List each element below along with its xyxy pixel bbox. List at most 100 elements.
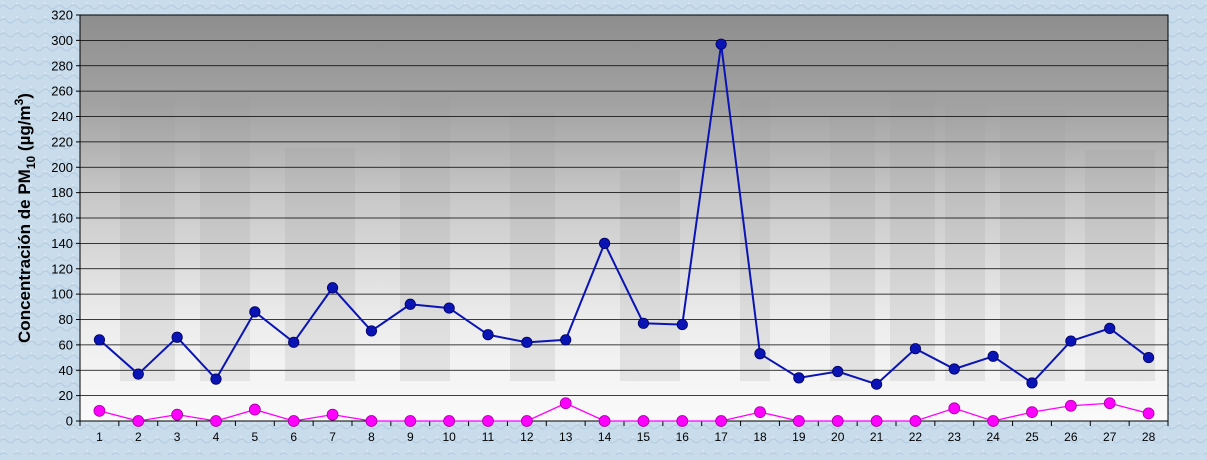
data-point [288, 336, 300, 348]
y-tick-label: 240 [51, 109, 73, 124]
data-point [404, 298, 416, 310]
series-line [99, 402, 1149, 422]
background-building [1085, 150, 1155, 381]
y-axis-label-subscript: 10 [24, 155, 38, 169]
data-point [249, 306, 261, 318]
x-tick-label: 19 [792, 430, 806, 444]
x-tick-label: 1 [96, 430, 103, 444]
data-point [987, 350, 999, 362]
data-point [987, 415, 1000, 427]
y-tick-label: 40 [59, 363, 73, 378]
data-point [1142, 351, 1155, 364]
data-point [870, 378, 883, 390]
x-tick-label: 20 [831, 430, 845, 444]
data-point [754, 406, 766, 419]
data-point [443, 415, 456, 427]
data-point [521, 336, 533, 348]
x-tick-label: 21 [870, 430, 884, 444]
data-point [598, 237, 611, 249]
data-point [715, 415, 728, 427]
data-point [210, 415, 222, 427]
y-tick-label: 140 [51, 236, 73, 251]
y-tick-label: 280 [51, 58, 73, 73]
data-point [792, 415, 805, 427]
background-building [740, 98, 770, 381]
data-point [482, 329, 494, 341]
data-point [832, 365, 844, 378]
data-point [1026, 406, 1038, 419]
data-point [870, 415, 883, 427]
data-point [287, 415, 300, 427]
y-tick-label: 160 [51, 211, 73, 226]
data-point [326, 282, 339, 294]
x-tick-label: 11 [482, 430, 495, 444]
y-tick-label: 260 [51, 84, 73, 99]
data-point [948, 363, 960, 375]
data-point [1026, 377, 1038, 389]
data-point [793, 372, 805, 384]
data-point [326, 408, 339, 421]
data-point [1142, 407, 1155, 420]
x-tick-label: 13 [559, 430, 573, 444]
background-building [510, 112, 555, 381]
x-tick-label: 25 [1025, 430, 1039, 444]
data-point [676, 415, 689, 427]
x-tick-label: 26 [1064, 430, 1078, 444]
data-point [171, 331, 183, 343]
y-tick-label: 0 [66, 414, 73, 429]
y-tick-label: 220 [51, 134, 73, 149]
y-axis-label-main: Concentración de PM [15, 169, 34, 343]
y-tick-label: 120 [51, 261, 73, 276]
y-tick-label: 80 [59, 312, 73, 327]
data-point [831, 415, 844, 427]
data-point [93, 404, 106, 417]
x-tick-label: 24 [986, 430, 1000, 444]
data-point [93, 334, 106, 346]
data-point [210, 373, 222, 385]
x-tick-label: 8 [368, 430, 375, 444]
x-tick-label: 22 [909, 430, 923, 444]
y-axis-label-unit: (µg/m [15, 105, 34, 155]
data-point [248, 403, 261, 416]
data-point [404, 415, 417, 427]
data-point [909, 415, 922, 427]
data-point [754, 348, 766, 360]
x-tick-label: 17 [714, 430, 728, 444]
data-point [365, 325, 378, 337]
background-building [200, 95, 250, 381]
x-tick-label: 14 [598, 430, 612, 444]
data-point [132, 415, 145, 427]
series-2 [93, 397, 1155, 427]
data-point [559, 397, 572, 410]
y-axis-label-suffix: ) [15, 93, 34, 99]
data-point [1065, 335, 1077, 347]
x-tick-label: 18 [753, 430, 767, 444]
data-point [443, 302, 455, 314]
x-tick-label: 3 [174, 430, 181, 444]
data-point [637, 317, 650, 329]
y-axis-label-superscript: 3 [12, 98, 26, 105]
x-tick-label: 6 [290, 430, 297, 444]
data-point [909, 343, 922, 355]
x-tick-label: 7 [329, 430, 336, 444]
data-point [637, 415, 650, 427]
background-building [1000, 110, 1065, 381]
background-building [890, 92, 935, 381]
background-building [830, 115, 875, 381]
data-point [1103, 397, 1116, 410]
data-point [365, 415, 378, 427]
data-point [132, 368, 144, 380]
y-tick-label: 320 [51, 8, 73, 23]
background-building [120, 95, 175, 381]
data-point [948, 402, 961, 415]
data-point [1064, 399, 1077, 412]
y-tick-label: 300 [51, 33, 73, 48]
data-point [482, 415, 494, 427]
data-point [520, 415, 533, 427]
series-1 [93, 38, 1155, 390]
x-tick-label: 9 [407, 430, 414, 444]
x-tick-label: 12 [520, 430, 534, 444]
data-point [1104, 322, 1116, 334]
